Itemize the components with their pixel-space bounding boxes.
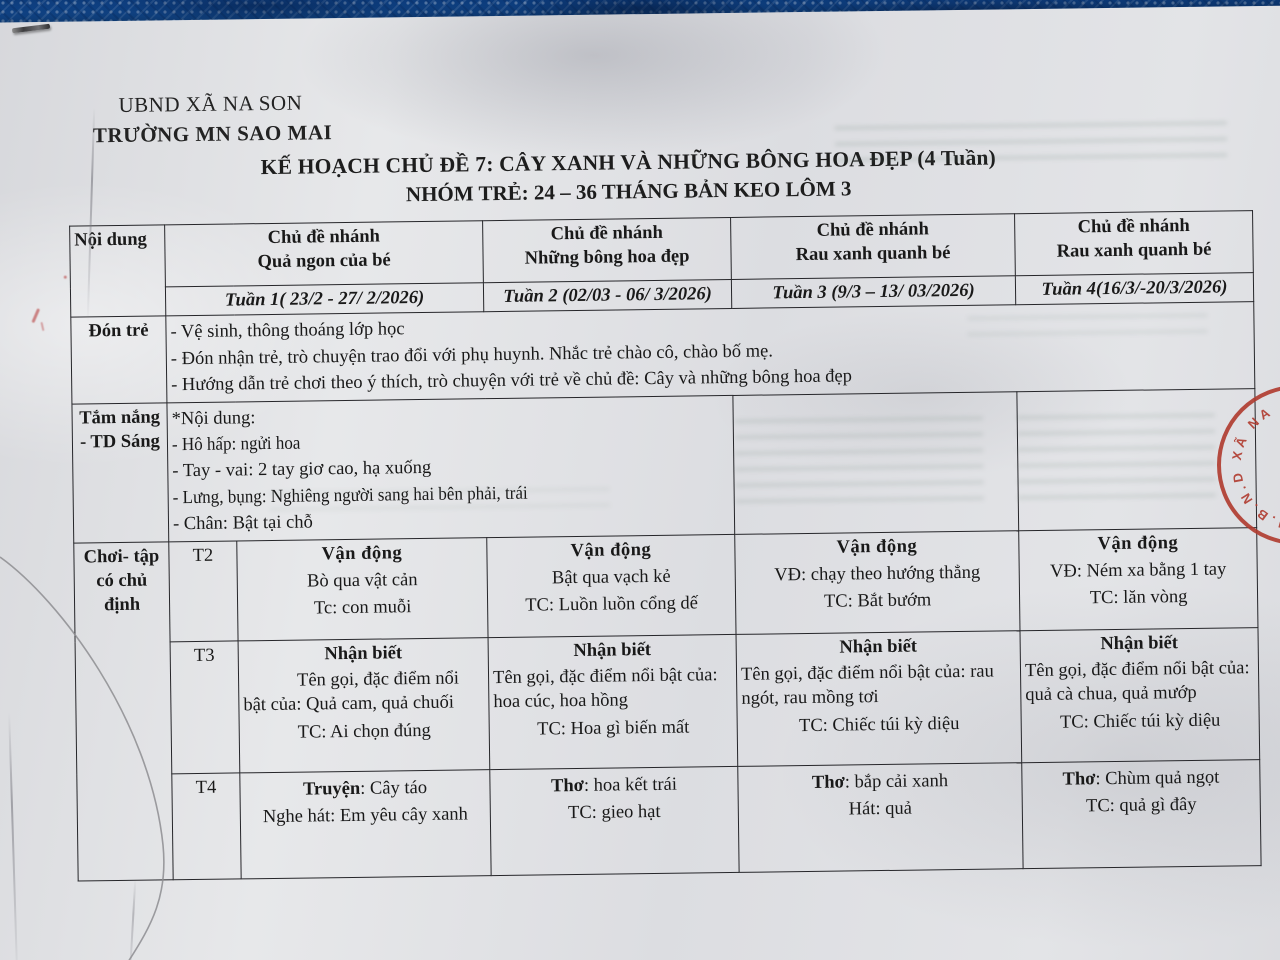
activity-game: TC: Chiếc túi kỳ diệu [1059, 710, 1221, 733]
t2-row: Chơi- tập có chủ định T2 Vận động Bò qua… [73, 527, 1258, 881]
activity-lead: Thơ [811, 772, 845, 793]
activity-line: TC: lăn vòng [1089, 587, 1188, 609]
activity-line: Nghe hát: Em yêu cây xanh [262, 804, 468, 828]
theme-name: Những bông hoa đẹp [524, 246, 690, 270]
t3-cell-week2: Nhận biết Tên gọi, đặc điểm nổi bật của:… [488, 634, 738, 770]
tam-nang-line: - Hô hấp: ngửi hoa [171, 433, 301, 456]
theme-cell-week3: Chủ đề nhánh Rau xanh quanh bé [730, 213, 1016, 280]
activity-line: Hát: quả [848, 798, 913, 820]
t2-cell-week2: Vận động Bật qua vạch kẻ TC: Luồn luồn c… [486, 534, 737, 638]
t4-cell-week2: Thơ: hoa kết trái TC: gieo hạt [489, 766, 740, 876]
t2-cell-week1: Vận động Bò qua vật cản Tc: con muỗi [236, 537, 489, 641]
red-official-stamp: U.B.N.D XÃ NA SON [1212, 382, 1280, 544]
org-line-2: TRƯỜNG MN SAO MAI [92, 120, 333, 148]
activity-title: Vận động [570, 539, 652, 561]
activity-body: Tên gọi, đặc điểm nổi bật của: rau ngót,… [740, 661, 994, 710]
activity-rest: : hoa kết trái [583, 774, 678, 796]
activity-title: Nhận biết [1100, 632, 1179, 654]
org-line-1: UBND XÃ NA SON [118, 90, 303, 117]
red-mark [40, 321, 45, 332]
activity-rest: : Chùm quả ngọt [1095, 767, 1220, 789]
activity-title: Nhận biết [839, 636, 918, 658]
t4-label: T4 [171, 772, 242, 880]
activity-line: Bò qua vật cản [306, 570, 418, 592]
t3-cell-week1: Nhận biết Tên gọi, đặc điểm nổi bật của:… [238, 637, 490, 773]
activity-game: TC: Hoa gì biến mất [537, 717, 690, 740]
activity-line: TC: gieo hạt [567, 801, 661, 824]
t3-label: T3 [170, 640, 240, 774]
don-tre-row: Đón trẻ - Vệ sinh, thông thoáng lớp học … [70, 302, 1255, 404]
activity-lead: Thơ [1062, 768, 1096, 790]
paper-sheet: UBND XÃ NA SON TRƯỜNG MN SAO MAI KẾ HOẠC… [0, 5, 1280, 960]
activity-line: TC: Bắt bướm [823, 590, 932, 613]
activity-body: Tên gọi, đặc điểm nổi bật của: quả cà ch… [1024, 658, 1250, 706]
activity-line: Tc: con muỗi [313, 597, 412, 619]
activity-title: Vận động [321, 542, 403, 564]
activity-line: TC: quả gì đây [1085, 794, 1197, 817]
tam-nang-row: Tắm nắng - TD Sáng *Nội dung: - Hô hấp: … [71, 388, 1257, 543]
activity-line: Bật qua vạch kẻ [551, 566, 671, 589]
activity-lead: Thơ [550, 775, 585, 797]
activity-lead: Truyện [302, 778, 361, 800]
activity-game: TC: Ai chọn đúng [297, 720, 431, 743]
activity-body: Tên gọi, đặc điểm nổi bật của: Quả cam, … [243, 668, 460, 716]
week2-cell: Tuần 2 (02/03 - 06/ 3/2026) [483, 279, 732, 313]
activity-rest: : bắp cải xanh [844, 770, 949, 793]
t4-cell-week4: Thơ: Chùm quả ngọt TC: quả gì đây [1021, 759, 1262, 869]
theme-title: Chủ đề nhánh [816, 219, 929, 241]
t4-row: T4 Truyện: Cây táo Nghe hát: Em yêu cây … [77, 759, 1262, 880]
t2-cell-week3: Vận động VĐ: chạy theo hướng thẳng TC: B… [734, 530, 1021, 635]
tam-nang-content: *Nội dung: - Hô hấp: ngửi hoa - Tay - va… [166, 395, 735, 542]
week4-cell: Tuần 4(16/3/-20/3/2026) [1015, 272, 1254, 306]
tam-nang-line: - Chân: Bật tại chỗ [172, 512, 313, 535]
tam-nang-empty-cell [732, 391, 1019, 535]
tam-nang-line: - Lưng, bụng: Nghiêng người sang hai bên… [172, 483, 528, 509]
paper-crease [128, 878, 137, 960]
activity-title: Nhận biết [573, 639, 652, 661]
t4-cell-week1: Truyện: Cây táo Nghe hát: Em yêu cây xan… [239, 769, 492, 879]
theme-name: Rau xanh quanh bé [1056, 240, 1212, 263]
activity-line: VĐ: chạy theo hướng thẳng [774, 562, 981, 586]
red-mark [63, 275, 67, 279]
theme-cell-week2: Chủ đề nhánh Những bông hoa đẹp [482, 217, 732, 283]
theme-name: Quả ngon của bé [257, 250, 391, 273]
activity-line: TC: Luồn luồn cổng dế [525, 593, 699, 617]
t2-label: T2 [168, 540, 239, 642]
t3-cell-week4: Nhận biết Tên gọi, đặc điểm nổi bật của:… [1020, 627, 1260, 763]
corner-label: Nội dung [74, 229, 147, 251]
theme-title: Chủ đề nhánh [1077, 215, 1190, 238]
activity-body: Tên gọi, đặc điểm nổi bật của: hoa cúc, … [492, 665, 718, 713]
don-tre-content: - Vệ sinh, thông thoáng lớp học - Đón nh… [165, 302, 1255, 403]
t4-cell-week3: Thơ: bắp cải xanh Hát: quả [737, 762, 1024, 873]
activity-rest: : Cây táo [360, 777, 428, 799]
theme-name: Rau xanh quanh bé [795, 243, 951, 266]
activity-title: Nhận biết [324, 642, 403, 664]
theme-title: Chủ đề nhánh [550, 222, 663, 245]
document-title-block: KẾ HOẠCH CHỦ ĐỀ 7: CÂY XANH VÀ NHỮNG BÔN… [0, 142, 1280, 213]
don-tre-label: Đón trẻ [70, 316, 167, 404]
corner-cell: Nội dung [69, 224, 166, 318]
red-mark [31, 308, 40, 323]
activity-title: Vận động [836, 536, 918, 558]
paper-crease [8, 712, 19, 960]
week3-cell: Tuần 3 (9/3 – 13/ 03/2026) [731, 275, 1016, 309]
week1-cell: Tuần 1( 23/2 - 27/ 2/2026) [165, 282, 484, 317]
theme-cell-week1: Chủ đề nhánh Quả ngon của bé [164, 220, 484, 287]
lesson-plan-table: Nội dung Chủ đề nhánh Quả ngon của bé Ch… [69, 210, 1262, 881]
activity-line: VĐ: Ném xa bằng 1 tay [1049, 559, 1227, 582]
activity-game: TC: Chiếc túi kỳ diệu [798, 713, 960, 736]
t3-cell-week3: Nhận biết Tên gọi, đặc điểm nổi bật của:… [736, 630, 1022, 767]
choi-tap-label: Chơi- tập có chủ định [73, 541, 174, 881]
tam-nang-label: Tắm nắng - TD Sáng [71, 402, 169, 543]
theme-cell-week4: Chủ đề nhánh Rau xanh quanh bé [1014, 210, 1254, 276]
t3-row: T3 Nhận biết Tên gọi, đặc điểm nổi bật c… [75, 627, 1260, 774]
